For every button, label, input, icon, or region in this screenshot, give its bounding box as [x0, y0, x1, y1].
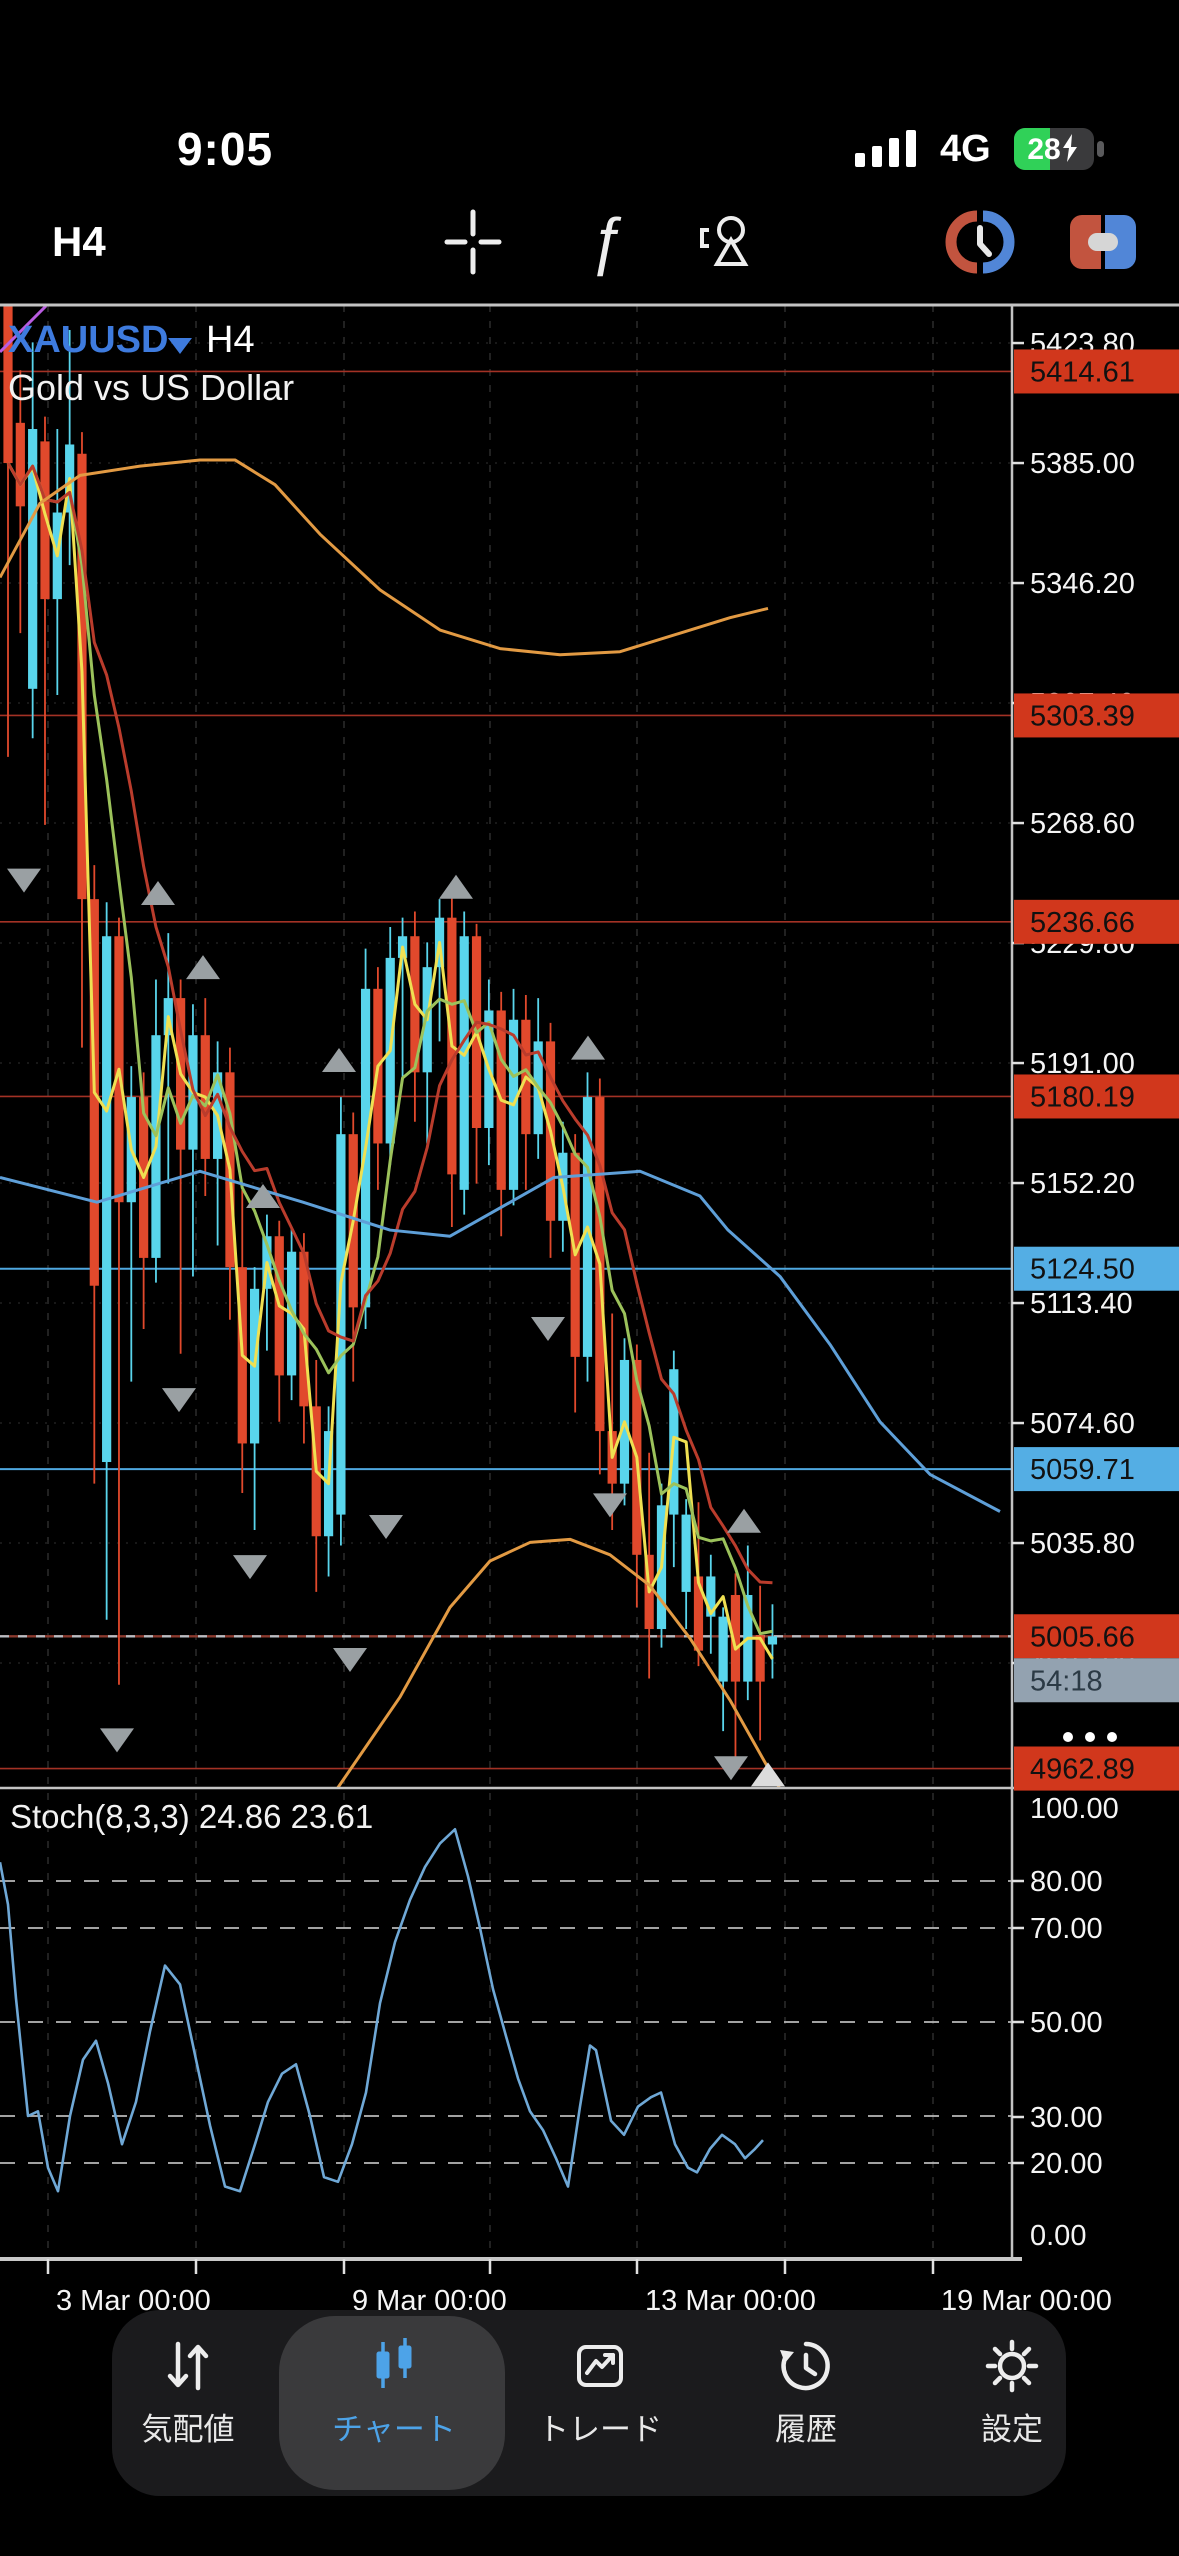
signal-bars-icon	[855, 130, 916, 167]
price-axis[interactable]: 5423.805385.005346.205307.405268.605229.…	[1012, 328, 1179, 2252]
fractal-arrows	[7, 868, 785, 1787]
symbol-header[interactable]: XAUUSD H4 Gold vs US Dollar	[8, 319, 294, 408]
history-clock-icon	[780, 2341, 830, 2391]
time-axis[interactable]: 3 Mar 00:00 9 Mar 00:00 13 Mar 00:00 19 Mar…	[46, 2259, 1112, 2317]
status-time: 9:05	[176, 123, 274, 175]
svg-text:80.00: 80.00	[1030, 1866, 1103, 1898]
svg-text:5414.61: 5414.61	[1030, 356, 1135, 388]
network-type-label: 4G	[940, 128, 991, 170]
chart-area[interactable]: 5423.805385.005346.205307.405268.605229.…	[0, 0, 1179, 2335]
svg-text:30.00: 30.00	[1030, 2102, 1103, 2134]
nav-item-settings[interactable]: 設定	[927, 2336, 1097, 2486]
svg-text:100.00: 100.00	[1030, 1793, 1119, 1825]
svg-text:5152.20: 5152.20	[1030, 1168, 1135, 1200]
svg-text:5385.00: 5385.00	[1030, 448, 1135, 480]
svg-text:5059.71: 5059.71	[1030, 1454, 1135, 1486]
svg-text:5005.66: 5005.66	[1030, 1621, 1135, 1653]
stoch-label: Stoch(8,3,3) 24.86 23.61	[10, 1798, 373, 1835]
chart-frame	[0, 303, 1179, 2261]
svg-text:5303.39: 5303.39	[1030, 700, 1135, 732]
grid-lines	[0, 305, 1012, 2256]
svg-text:5113.40: 5113.40	[1030, 1288, 1133, 1320]
symbol-description: Gold vs US Dollar	[8, 367, 294, 408]
nav-item-quotes[interactable]: 気配値	[103, 2336, 273, 2486]
nav-item-history[interactable]: 履歴	[721, 2336, 891, 2486]
chart-style-icon[interactable]	[935, 197, 1025, 287]
svg-text:5124.50: 5124.50	[1030, 1254, 1135, 1286]
svg-text:20.00: 20.00	[1030, 2148, 1103, 2180]
svg-text:5236.66: 5236.66	[1030, 907, 1135, 939]
one-click-trading-icon[interactable]	[1058, 197, 1148, 287]
quotes-arrows-icon	[167, 2341, 209, 2391]
indicators-icon[interactable]: ƒ	[561, 197, 651, 287]
svg-text:70.00: 70.00	[1030, 1913, 1103, 1945]
svg-text:5074.60: 5074.60	[1030, 1408, 1135, 1440]
crosshair-icon[interactable]	[428, 197, 518, 287]
svg-text:0.00: 0.00	[1030, 2220, 1086, 2252]
svg-text:4962.89: 4962.89	[1030, 1754, 1135, 1786]
symbol-name[interactable]: XAUUSD	[8, 319, 168, 361]
svg-text:5346.20: 5346.20	[1030, 568, 1135, 600]
svg-text:28: 28	[1027, 133, 1060, 166]
chevron-down-icon	[168, 338, 192, 354]
trade-chart-icon	[577, 2345, 623, 2387]
chart-candles-icon	[376, 2338, 412, 2388]
nav-item-trade[interactable]: トレード	[515, 2336, 685, 2486]
svg-text:50.00: 50.00	[1030, 2007, 1103, 2039]
battery-charging-icon: 28	[1014, 128, 1104, 170]
svg-text:5180.19: 5180.19	[1030, 1081, 1135, 1113]
level-lines	[0, 370, 1012, 1770]
candlestick-panel[interactable]	[0, 277, 1001, 1833]
chart-timeframe: H4	[206, 319, 255, 361]
svg-text:ƒ: ƒ	[588, 207, 624, 277]
objects-icon[interactable]	[684, 197, 774, 287]
svg-text:5035.80: 5035.80	[1030, 1528, 1135, 1560]
bottom-nav-bar	[112, 2310, 1066, 2496]
active-tab-highlight	[279, 2316, 505, 2490]
svg-text:5268.60: 5268.60	[1030, 808, 1135, 840]
svg-text:54:18: 54:18	[1030, 1665, 1103, 1697]
gear-icon	[985, 2339, 1039, 2393]
stochastic-panel[interactable]	[0, 1828, 1012, 2193]
nav-item-charts[interactable]: チャート	[309, 2336, 479, 2486]
timeframe-button[interactable]: H4	[52, 218, 106, 265]
